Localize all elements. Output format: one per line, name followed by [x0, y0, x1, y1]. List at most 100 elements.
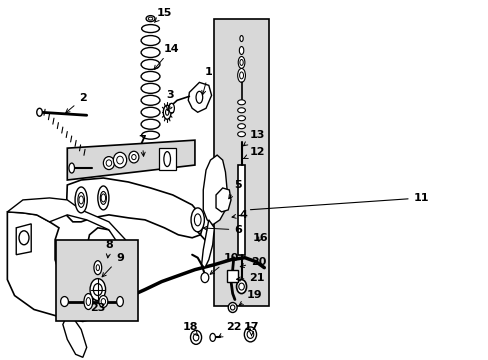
Ellipse shape	[93, 284, 102, 296]
Text: 8: 8	[105, 240, 113, 258]
Circle shape	[240, 36, 243, 41]
Circle shape	[79, 196, 83, 204]
Ellipse shape	[237, 132, 245, 137]
Ellipse shape	[244, 327, 256, 342]
Polygon shape	[63, 318, 86, 357]
Ellipse shape	[141, 95, 160, 105]
Ellipse shape	[141, 71, 160, 81]
Ellipse shape	[190, 330, 201, 345]
Ellipse shape	[101, 298, 105, 305]
Ellipse shape	[237, 100, 245, 105]
Circle shape	[237, 68, 245, 82]
Polygon shape	[66, 178, 203, 238]
Ellipse shape	[100, 192, 106, 204]
Text: 20: 20	[240, 257, 266, 267]
Ellipse shape	[61, 297, 68, 306]
Text: 5: 5	[228, 180, 242, 199]
Ellipse shape	[106, 160, 111, 166]
Text: 1: 1	[202, 67, 212, 95]
Circle shape	[69, 163, 74, 173]
Polygon shape	[7, 212, 125, 321]
Circle shape	[165, 109, 168, 115]
Ellipse shape	[75, 187, 87, 213]
Circle shape	[96, 265, 99, 271]
Circle shape	[101, 194, 105, 202]
Circle shape	[240, 59, 243, 66]
Bar	[226, 270, 238, 282]
Circle shape	[168, 103, 174, 113]
Ellipse shape	[148, 17, 152, 20]
Ellipse shape	[141, 84, 160, 93]
Ellipse shape	[238, 283, 244, 290]
Text: 7: 7	[138, 135, 146, 156]
Ellipse shape	[146, 15, 155, 22]
Ellipse shape	[141, 36, 160, 45]
Ellipse shape	[209, 333, 215, 341]
Text: 9: 9	[102, 253, 123, 277]
Text: 16: 16	[252, 233, 268, 243]
Text: 21: 21	[236, 273, 264, 283]
Text: 11: 11	[250, 193, 428, 210]
Polygon shape	[67, 140, 195, 180]
Ellipse shape	[129, 151, 139, 163]
Polygon shape	[216, 188, 230, 212]
Text: 14: 14	[154, 44, 179, 69]
Circle shape	[191, 208, 204, 232]
Text: 10: 10	[210, 253, 238, 274]
Bar	[159, 148, 175, 170]
Text: 23: 23	[90, 298, 105, 312]
Ellipse shape	[131, 154, 136, 160]
Ellipse shape	[141, 48, 160, 58]
Text: 3: 3	[166, 90, 173, 111]
Ellipse shape	[103, 157, 114, 170]
Bar	[56, 240, 138, 321]
Ellipse shape	[237, 108, 245, 113]
Polygon shape	[201, 220, 214, 268]
Ellipse shape	[230, 305, 234, 310]
Ellipse shape	[78, 193, 84, 207]
Circle shape	[86, 298, 90, 306]
Text: 12: 12	[243, 147, 264, 158]
Ellipse shape	[201, 273, 208, 283]
Circle shape	[239, 72, 243, 79]
Polygon shape	[16, 224, 31, 255]
Ellipse shape	[236, 280, 246, 293]
Circle shape	[194, 214, 201, 226]
Ellipse shape	[19, 231, 29, 245]
Circle shape	[84, 293, 93, 310]
Ellipse shape	[237, 116, 245, 121]
Circle shape	[94, 261, 102, 275]
Text: 4: 4	[232, 210, 247, 220]
Text: 2: 2	[66, 93, 86, 113]
Circle shape	[239, 46, 244, 54]
Bar	[237, 165, 245, 255]
Bar	[213, 19, 269, 306]
Ellipse shape	[117, 156, 123, 164]
Polygon shape	[7, 198, 125, 255]
Ellipse shape	[163, 152, 170, 167]
Ellipse shape	[113, 152, 126, 168]
Text: 15: 15	[154, 8, 172, 22]
Ellipse shape	[141, 119, 160, 129]
Ellipse shape	[237, 124, 245, 129]
Text: 17: 17	[244, 323, 259, 336]
Polygon shape	[188, 82, 211, 112]
Text: 13: 13	[243, 130, 264, 146]
Text: 19: 19	[239, 289, 262, 305]
Polygon shape	[203, 155, 226, 225]
Ellipse shape	[141, 107, 160, 117]
Ellipse shape	[98, 186, 109, 210]
Ellipse shape	[90, 279, 105, 301]
Circle shape	[196, 91, 203, 103]
Ellipse shape	[141, 59, 160, 69]
Text: 22: 22	[218, 323, 241, 337]
Circle shape	[238, 57, 244, 68]
Ellipse shape	[117, 297, 123, 306]
Ellipse shape	[142, 24, 159, 32]
Circle shape	[163, 105, 171, 119]
Ellipse shape	[228, 302, 237, 312]
Ellipse shape	[37, 108, 42, 116]
Ellipse shape	[246, 330, 253, 338]
Text: 6: 6	[203, 225, 242, 235]
Ellipse shape	[142, 131, 159, 139]
